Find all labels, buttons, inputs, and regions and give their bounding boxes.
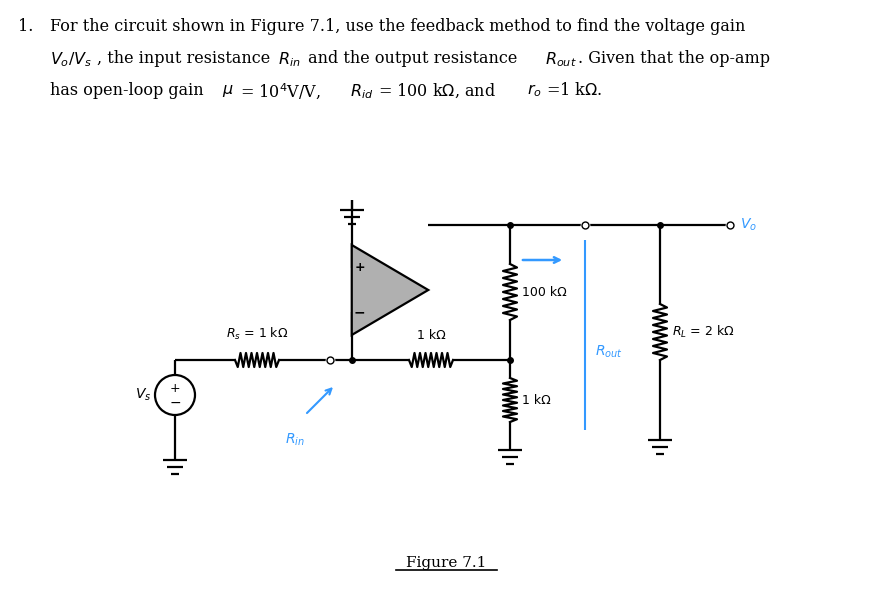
- Text: 1 kΩ: 1 kΩ: [417, 329, 445, 342]
- Text: 100 kΩ: 100 kΩ: [522, 286, 566, 299]
- Text: $R_L$ = 2 kΩ: $R_L$ = 2 kΩ: [672, 324, 735, 340]
- Text: , the input resistance: , the input resistance: [97, 50, 276, 67]
- Text: $V_o/V_s$: $V_o/V_s$: [50, 50, 92, 69]
- Text: 1.: 1.: [18, 18, 33, 35]
- Text: $V_o$: $V_o$: [740, 217, 757, 233]
- Text: =1 k$\Omega$.: =1 k$\Omega$.: [546, 82, 602, 99]
- Text: has open-loop gain: has open-loop gain: [50, 82, 209, 99]
- Text: −: −: [169, 396, 181, 410]
- Text: $R_{in}$: $R_{in}$: [285, 432, 305, 449]
- Text: $R_{out}$: $R_{out}$: [595, 344, 623, 360]
- Text: $r_o$: $r_o$: [527, 82, 541, 99]
- Text: +: +: [169, 382, 180, 395]
- Text: $R_{out}$: $R_{out}$: [545, 50, 577, 69]
- Text: Figure 7.1: Figure 7.1: [406, 556, 486, 570]
- Text: and the output resistance: and the output resistance: [303, 50, 523, 67]
- Text: $V_s$: $V_s$: [135, 387, 151, 403]
- Text: . Given that the op-amp: . Given that the op-amp: [578, 50, 770, 67]
- Text: For the circuit shown in Figure 7.1, use the feedback method to find the voltage: For the circuit shown in Figure 7.1, use…: [50, 18, 746, 35]
- Text: −: −: [354, 305, 366, 319]
- Text: $R_s$ = 1 kΩ: $R_s$ = 1 kΩ: [226, 326, 288, 342]
- Text: $R_{id}$: $R_{id}$: [350, 82, 374, 101]
- Text: 1 kΩ: 1 kΩ: [522, 393, 550, 407]
- Text: = 10$^4$V/V,: = 10$^4$V/V,: [235, 82, 322, 102]
- Text: = 100 k$\Omega$, and: = 100 k$\Omega$, and: [378, 82, 496, 100]
- Polygon shape: [351, 245, 428, 335]
- Text: $\mu$: $\mu$: [222, 82, 234, 99]
- Text: $R_{in}$: $R_{in}$: [278, 50, 301, 69]
- Text: +: +: [354, 261, 365, 274]
